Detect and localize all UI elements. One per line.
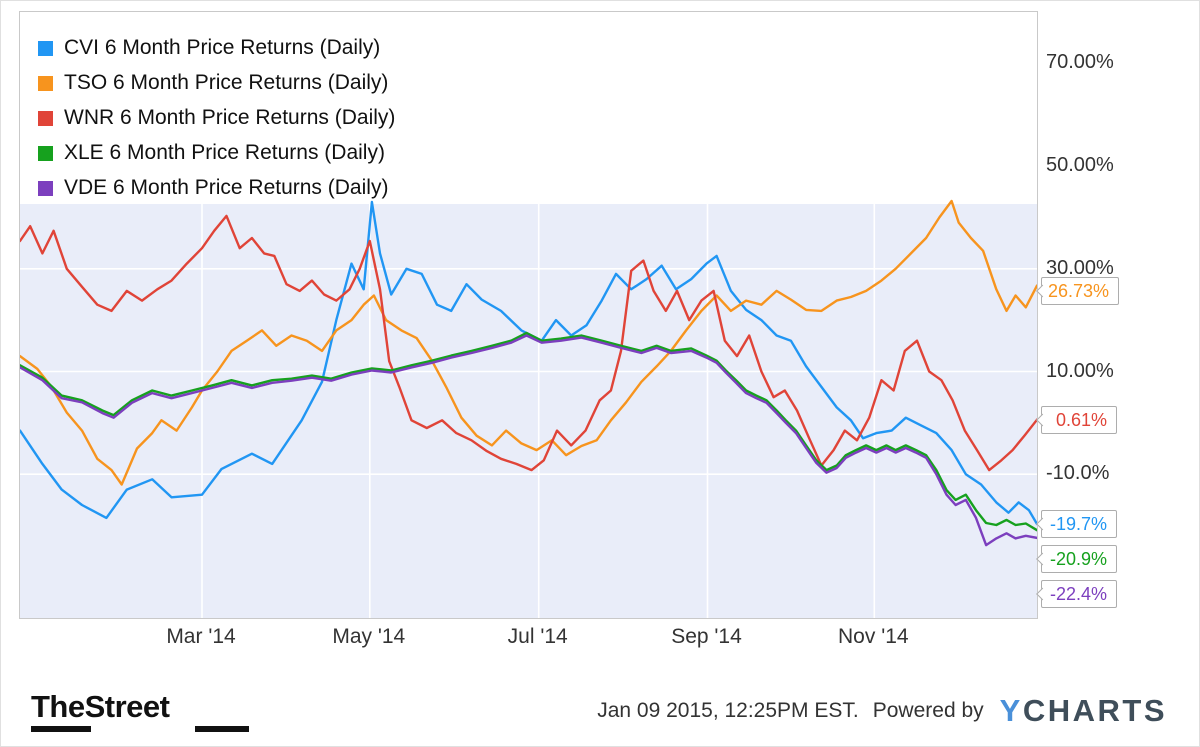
x-axis-label: Sep '14 [671, 625, 742, 648]
thestreet-wordmark: TheStreet [31, 688, 170, 724]
x-axis-label: Nov '14 [838, 625, 909, 648]
x-axis-label: May '14 [332, 625, 406, 648]
series-line-WNR [20, 214, 1037, 472]
y-axis-label: 70.00% [1046, 51, 1114, 74]
attribution: Jan 09 2015, 12:25PM EST. Powered by YCH… [597, 695, 1167, 727]
callout-XLE: -20.9% [1041, 545, 1117, 573]
chart-canvas [20, 12, 1037, 618]
legend-label-CVI: CVI 6 Month Price Returns (Daily) [64, 36, 381, 59]
footer: TheStreet Jan 09 2015, 12:25PM EST. Powe… [31, 685, 1167, 737]
legend-item-XLE: XLE 6 Month Price Returns (Daily) [38, 142, 395, 164]
legend-label-TSO: TSO 6 Month Price Returns (Daily) [64, 71, 389, 94]
plot-area: CVI 6 Month Price Returns (Daily) TSO 6 M… [19, 11, 1038, 619]
callout-WNR: 0.61% [1041, 406, 1117, 434]
legend-item-TSO: TSO 6 Month Price Returns (Daily) [38, 72, 395, 94]
thestreet-logo-bars [31, 725, 249, 732]
legend-label-WNR: WNR 6 Month Price Returns (Daily) [64, 106, 396, 129]
x-axis-label: Mar '14 [166, 625, 236, 648]
y-axis-label: -10.0% [1046, 462, 1110, 485]
legend-item-VDE: VDE 6 Month Price Returns (Daily) [38, 177, 395, 199]
ycharts-logo-charts: CHARTS [1022, 693, 1167, 728]
ycharts-logo-y: Y [999, 693, 1023, 728]
y-axis-label: 10.00% [1046, 359, 1114, 382]
thestreet-bar-right [195, 725, 249, 732]
callout-TSO: 26.73% [1041, 277, 1120, 305]
thestreet-logo: TheStreet [31, 688, 253, 732]
series-line-VDE [20, 334, 1037, 547]
legend: CVI 6 Month Price Returns (Daily) TSO 6 M… [38, 37, 395, 212]
series-callouts: -19.7% 26.73% 0.61% -20.9% -22.4% [1041, 11, 1136, 617]
legend-swatch-XLE [38, 145, 53, 161]
legend-swatch-VDE [38, 180, 53, 196]
y-axis: 70.00% 50.00% 30.00% 10.00% -10.0% [1046, 11, 1196, 617]
legend-item-CVI: CVI 6 Month Price Returns (Daily) [38, 37, 395, 59]
callout-CVI: -19.7% [1041, 510, 1117, 538]
x-axis: Mar '14 May '14 Jul '14 Sep '14 Nov '14 [19, 625, 1036, 655]
legend-label-VDE: VDE 6 Month Price Returns (Daily) [64, 176, 389, 199]
series-line-CVI [20, 200, 1037, 526]
thestreet-bar-left [31, 725, 91, 732]
legend-swatch-CVI [38, 40, 53, 56]
legend-swatch-TSO [38, 75, 53, 91]
y-axis-label: 30.00% [1046, 256, 1114, 279]
x-axis-label: Jul '14 [507, 625, 568, 648]
powered-by-label: Powered by [872, 699, 984, 722]
timestamp: Jan 09 2015, 12:25PM EST. [597, 699, 859, 722]
legend-swatch-WNR [38, 110, 53, 126]
series-line-TSO [20, 199, 1037, 486]
legend-label-XLE: XLE 6 Month Price Returns (Daily) [64, 141, 385, 164]
series-line-XLE [20, 331, 1037, 532]
callout-VDE: -22.4% [1041, 580, 1117, 608]
legend-item-WNR: WNR 6 Month Price Returns (Daily) [38, 107, 395, 129]
plot-top-band [20, 12, 1037, 204]
ycharts-logo: YCHARTS [1000, 695, 1167, 727]
y-axis-label: 50.00% [1046, 154, 1114, 177]
